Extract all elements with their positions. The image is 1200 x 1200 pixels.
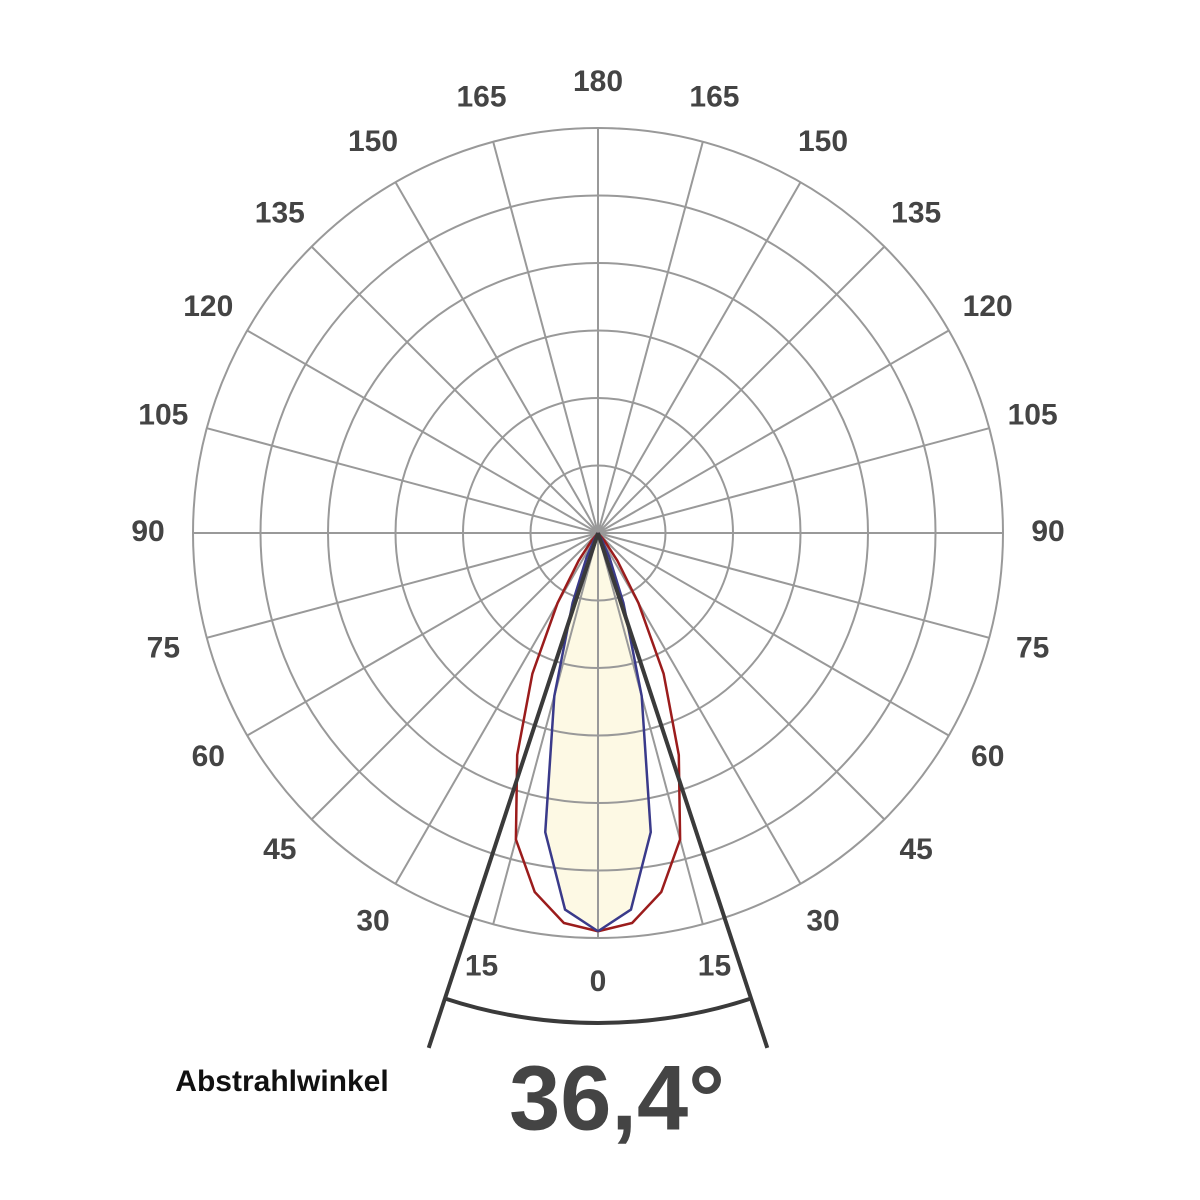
angle-label: 120 (183, 290, 233, 323)
angle-label: 105 (1008, 398, 1058, 431)
angle-label: 75 (147, 631, 180, 664)
angle-label: 90 (1031, 515, 1064, 548)
angle-label: 180 (573, 65, 623, 98)
angle-label: 30 (806, 905, 839, 938)
grid-spoke (597, 181, 802, 534)
angle-label: 30 (356, 905, 389, 938)
grid-spoke (310, 532, 599, 821)
grid-spoke (492, 141, 599, 534)
intensity-curve (514, 532, 599, 933)
angle-label: 165 (457, 80, 507, 113)
grid-spoke (597, 329, 950, 534)
angle-label: 45 (263, 833, 296, 866)
grid-spoke (597, 245, 886, 534)
angle-label: 150 (348, 125, 398, 158)
grid-spoke (597, 532, 990, 639)
grid-spoke (206, 532, 599, 639)
angle-label: 60 (971, 740, 1004, 773)
grid-spoke (246, 532, 599, 737)
angle-label: 165 (689, 80, 739, 113)
angle-label: 15 (465, 950, 498, 983)
grid-spoke (597, 141, 704, 534)
angle-label: 0 (590, 965, 607, 998)
grid-spoke (246, 329, 599, 534)
angle-label: 150 (798, 125, 848, 158)
angle-label: 45 (900, 833, 933, 866)
beam-angle-arc (444, 996, 752, 1025)
intensity-curve (597, 532, 682, 933)
angle-label: 90 (131, 515, 164, 548)
angle-label: 135 (255, 197, 305, 230)
grid-spoke (597, 532, 886, 821)
grid-spoke (310, 245, 599, 534)
grid-spoke (206, 427, 599, 534)
angle-label: 75 (1016, 631, 1049, 664)
beam-angle-title: Abstrahlwinkel (175, 1065, 388, 1098)
angle-label: 105 (138, 398, 188, 431)
angle-label: 135 (891, 197, 941, 230)
angle-label: 15 (698, 950, 731, 983)
angle-label: 120 (963, 290, 1013, 323)
beam-angle-line (596, 532, 770, 1049)
grid-spoke (597, 427, 990, 534)
grid-spoke (492, 532, 599, 925)
beam-angle-value: 36,4° (509, 1047, 725, 1149)
grid-spoke (597, 532, 704, 925)
plot: 0 15 15 30 30 45 45 60 60 75 75 90 90 105 105 120 120 135… (131, 65, 1065, 1049)
grid-spoke (597, 532, 950, 737)
grid-spoke (394, 181, 599, 534)
beam-angle-line (426, 532, 600, 1049)
angle-label: 60 (192, 740, 225, 773)
